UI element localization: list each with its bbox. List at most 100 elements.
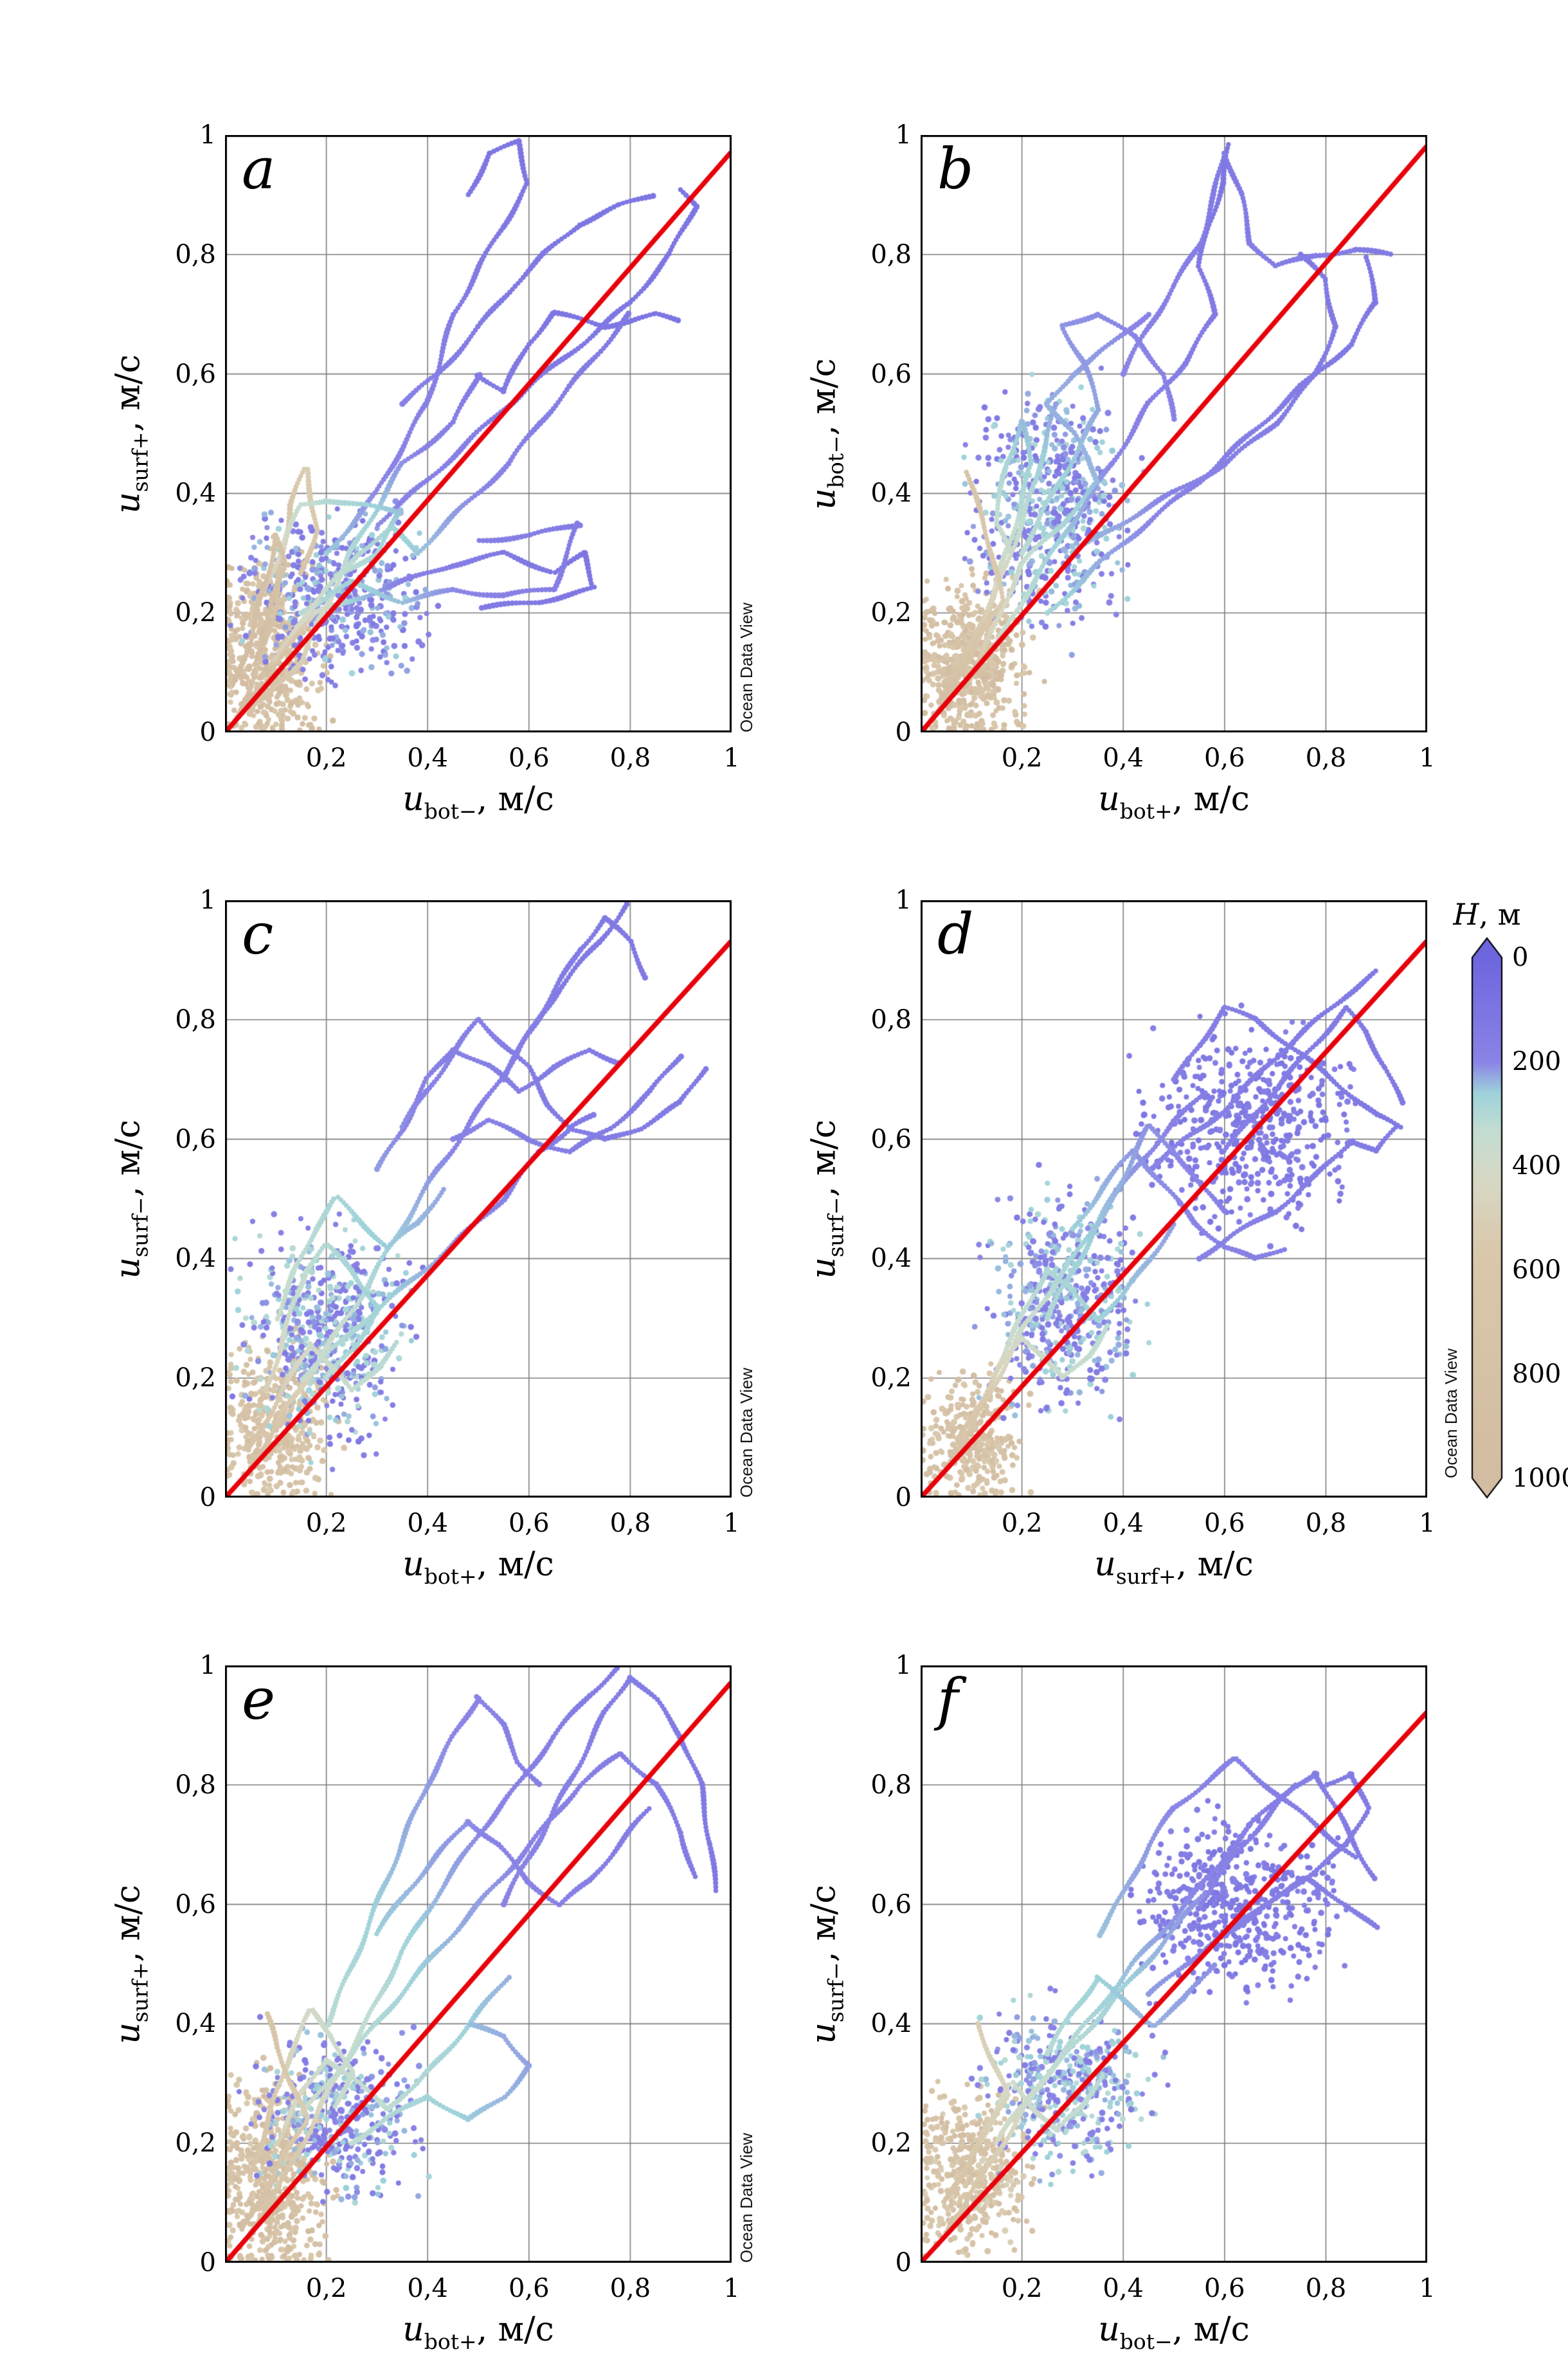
x-tick-label: 0,4	[1103, 2274, 1144, 2303]
x-tick-label: 1	[723, 2274, 740, 2303]
y-tick-label: 0,2	[870, 598, 912, 628]
colorbar-tick-label: 600	[1512, 1255, 1562, 1285]
y-tick-label: 0,6	[870, 359, 912, 389]
y-tick-label: 0	[199, 1483, 216, 1512]
x-tick-label: 1	[1419, 743, 1436, 773]
x-tick-label: 0,4	[407, 1509, 448, 1538]
y-tick-label: 0,8	[175, 1004, 216, 1035]
axis-subscript: surf+	[127, 1961, 152, 2022]
x-axis-label-f: ubot−, м/с	[921, 2310, 1427, 2354]
axis-subscript: bot−	[823, 435, 848, 488]
panel-letter-c: c	[242, 901, 274, 967]
axis-variable: u	[402, 2310, 424, 2349]
ocean-data-view-watermark: Ocean Data View	[737, 2133, 756, 2263]
y-axis-label-c: usurf−, м/с	[109, 900, 152, 1498]
x-tick-label: 0,8	[1305, 743, 1347, 773]
axis-variable: u	[1098, 780, 1120, 819]
axis-unit: , м/с	[109, 1884, 147, 1962]
x-tick-label: 0,8	[609, 1509, 651, 1538]
axis-unit: , м/с	[109, 354, 147, 431]
ocean-data-view-watermark: Ocean Data View	[737, 603, 756, 732]
x-tick-label: 1	[723, 743, 740, 773]
x-tick-label: 0,4	[407, 743, 448, 773]
y-axis-label-e: usurf+, м/с	[109, 1665, 152, 2263]
x-tick-label: 0,8	[1305, 1509, 1347, 1538]
x-tick-label: 0,8	[1305, 2274, 1347, 2303]
axis-unit: , м/с	[476, 2310, 554, 2349]
axis-unit: , м/с	[804, 1119, 843, 1197]
y-tick-label: 0,2	[175, 598, 216, 628]
x-tick-label: 0,4	[1103, 1509, 1144, 1538]
y-tick-label: 0,6	[175, 1889, 216, 1919]
axis-subscript: bot+	[424, 1564, 477, 1589]
x-tick-label: 0,2	[1001, 2274, 1043, 2303]
axis-variable: u	[109, 491, 147, 514]
x-tick-label: 0,8	[609, 743, 651, 773]
y-tick-label: 0,8	[870, 1770, 912, 1800]
x-tick-label: 0,4	[407, 2274, 448, 2303]
colorbar-tick-label: 200	[1512, 1047, 1562, 1076]
scatter-plot-a	[225, 135, 732, 732]
y-tick-label: 1	[199, 885, 216, 915]
scatter-plot-c	[225, 900, 732, 1498]
axis-unit: , м/с	[804, 1884, 843, 1962]
y-axis-label-d: usurf−, м/с	[804, 900, 848, 1498]
colorbar-tick-label: 0	[1512, 943, 1529, 972]
scatter-plot-e	[225, 1665, 732, 2263]
panel-letter-a: a	[242, 136, 276, 202]
axis-subscript: surf+	[127, 431, 152, 492]
panel-letter-e: e	[242, 1666, 276, 1732]
x-tick-label: 0,8	[609, 2274, 651, 2303]
y-tick-label: 0,6	[870, 1889, 912, 1919]
y-tick-label: 0,6	[175, 1124, 216, 1154]
axis-subscript: surf−	[823, 1196, 848, 1257]
scatter-plot-d	[921, 900, 1427, 1498]
y-tick-label: 0,4	[870, 478, 912, 509]
y-tick-label: 1	[895, 120, 912, 150]
axis-variable: u	[804, 1256, 843, 1279]
y-tick-label: 0,8	[870, 239, 912, 269]
x-axis-label-d: usurf+, м/с	[921, 1545, 1427, 1589]
axis-variable: u	[402, 1545, 424, 1584]
ocean-data-view-watermark: Ocean Data View	[737, 1368, 756, 1498]
x-tick-label: 0,2	[305, 743, 347, 773]
axis-variable: u	[1098, 2310, 1120, 2349]
axis-subscript: bot+	[1119, 799, 1173, 824]
colorbar-tick-label: 400	[1512, 1151, 1562, 1181]
x-axis-label-b: ubot+, м/с	[921, 780, 1427, 824]
axis-variable: u	[804, 487, 843, 510]
y-tick-label: 0,4	[870, 2009, 912, 2039]
y-tick-label: 0	[199, 718, 216, 747]
scatter-plot-f	[921, 1665, 1427, 2263]
y-tick-label: 0,4	[870, 1244, 912, 1274]
axis-subscript: surf−	[823, 1961, 848, 2022]
x-axis-label-a: ubot−, м/с	[225, 780, 732, 824]
colorbar-title: H, м	[1416, 897, 1558, 932]
y-tick-label: 0,2	[175, 1363, 216, 1393]
x-tick-label: 0,6	[508, 2274, 550, 2303]
x-tick-label: 0,6	[508, 743, 550, 773]
y-tick-label: 0,8	[870, 1004, 912, 1035]
axis-variable: u	[1094, 1545, 1116, 1584]
x-tick-label: 0,4	[1103, 743, 1144, 773]
x-tick-label: 0,2	[305, 1509, 347, 1538]
axis-variable: u	[109, 2022, 147, 2044]
axis-unit: , м/с	[804, 358, 843, 435]
axis-unit: , м/с	[109, 1119, 147, 1197]
y-tick-label: 0,8	[175, 1770, 216, 1800]
y-axis-label-a: usurf+, м/с	[109, 135, 152, 732]
axis-subscript: bot+	[424, 2329, 477, 2354]
scatter-plot-b	[921, 135, 1427, 732]
y-tick-label: 0	[895, 2248, 912, 2278]
x-axis-label-c: ubot+, м/с	[225, 1545, 732, 1589]
axis-variable: u	[402, 780, 424, 819]
y-axis-label-f: usurf−, м/с	[804, 1665, 848, 2263]
x-tick-label: 1	[1419, 2274, 1436, 2303]
axis-subscript: bot−	[1119, 2329, 1173, 2354]
panel-letter-f: f	[937, 1666, 959, 1732]
x-tick-label: 0,2	[305, 2274, 347, 2303]
axis-unit: , м/с	[1172, 2310, 1250, 2349]
y-tick-label: 0,6	[175, 359, 216, 389]
x-tick-label: 0,2	[1001, 743, 1043, 773]
axis-unit: , м/с	[1172, 780, 1250, 819]
